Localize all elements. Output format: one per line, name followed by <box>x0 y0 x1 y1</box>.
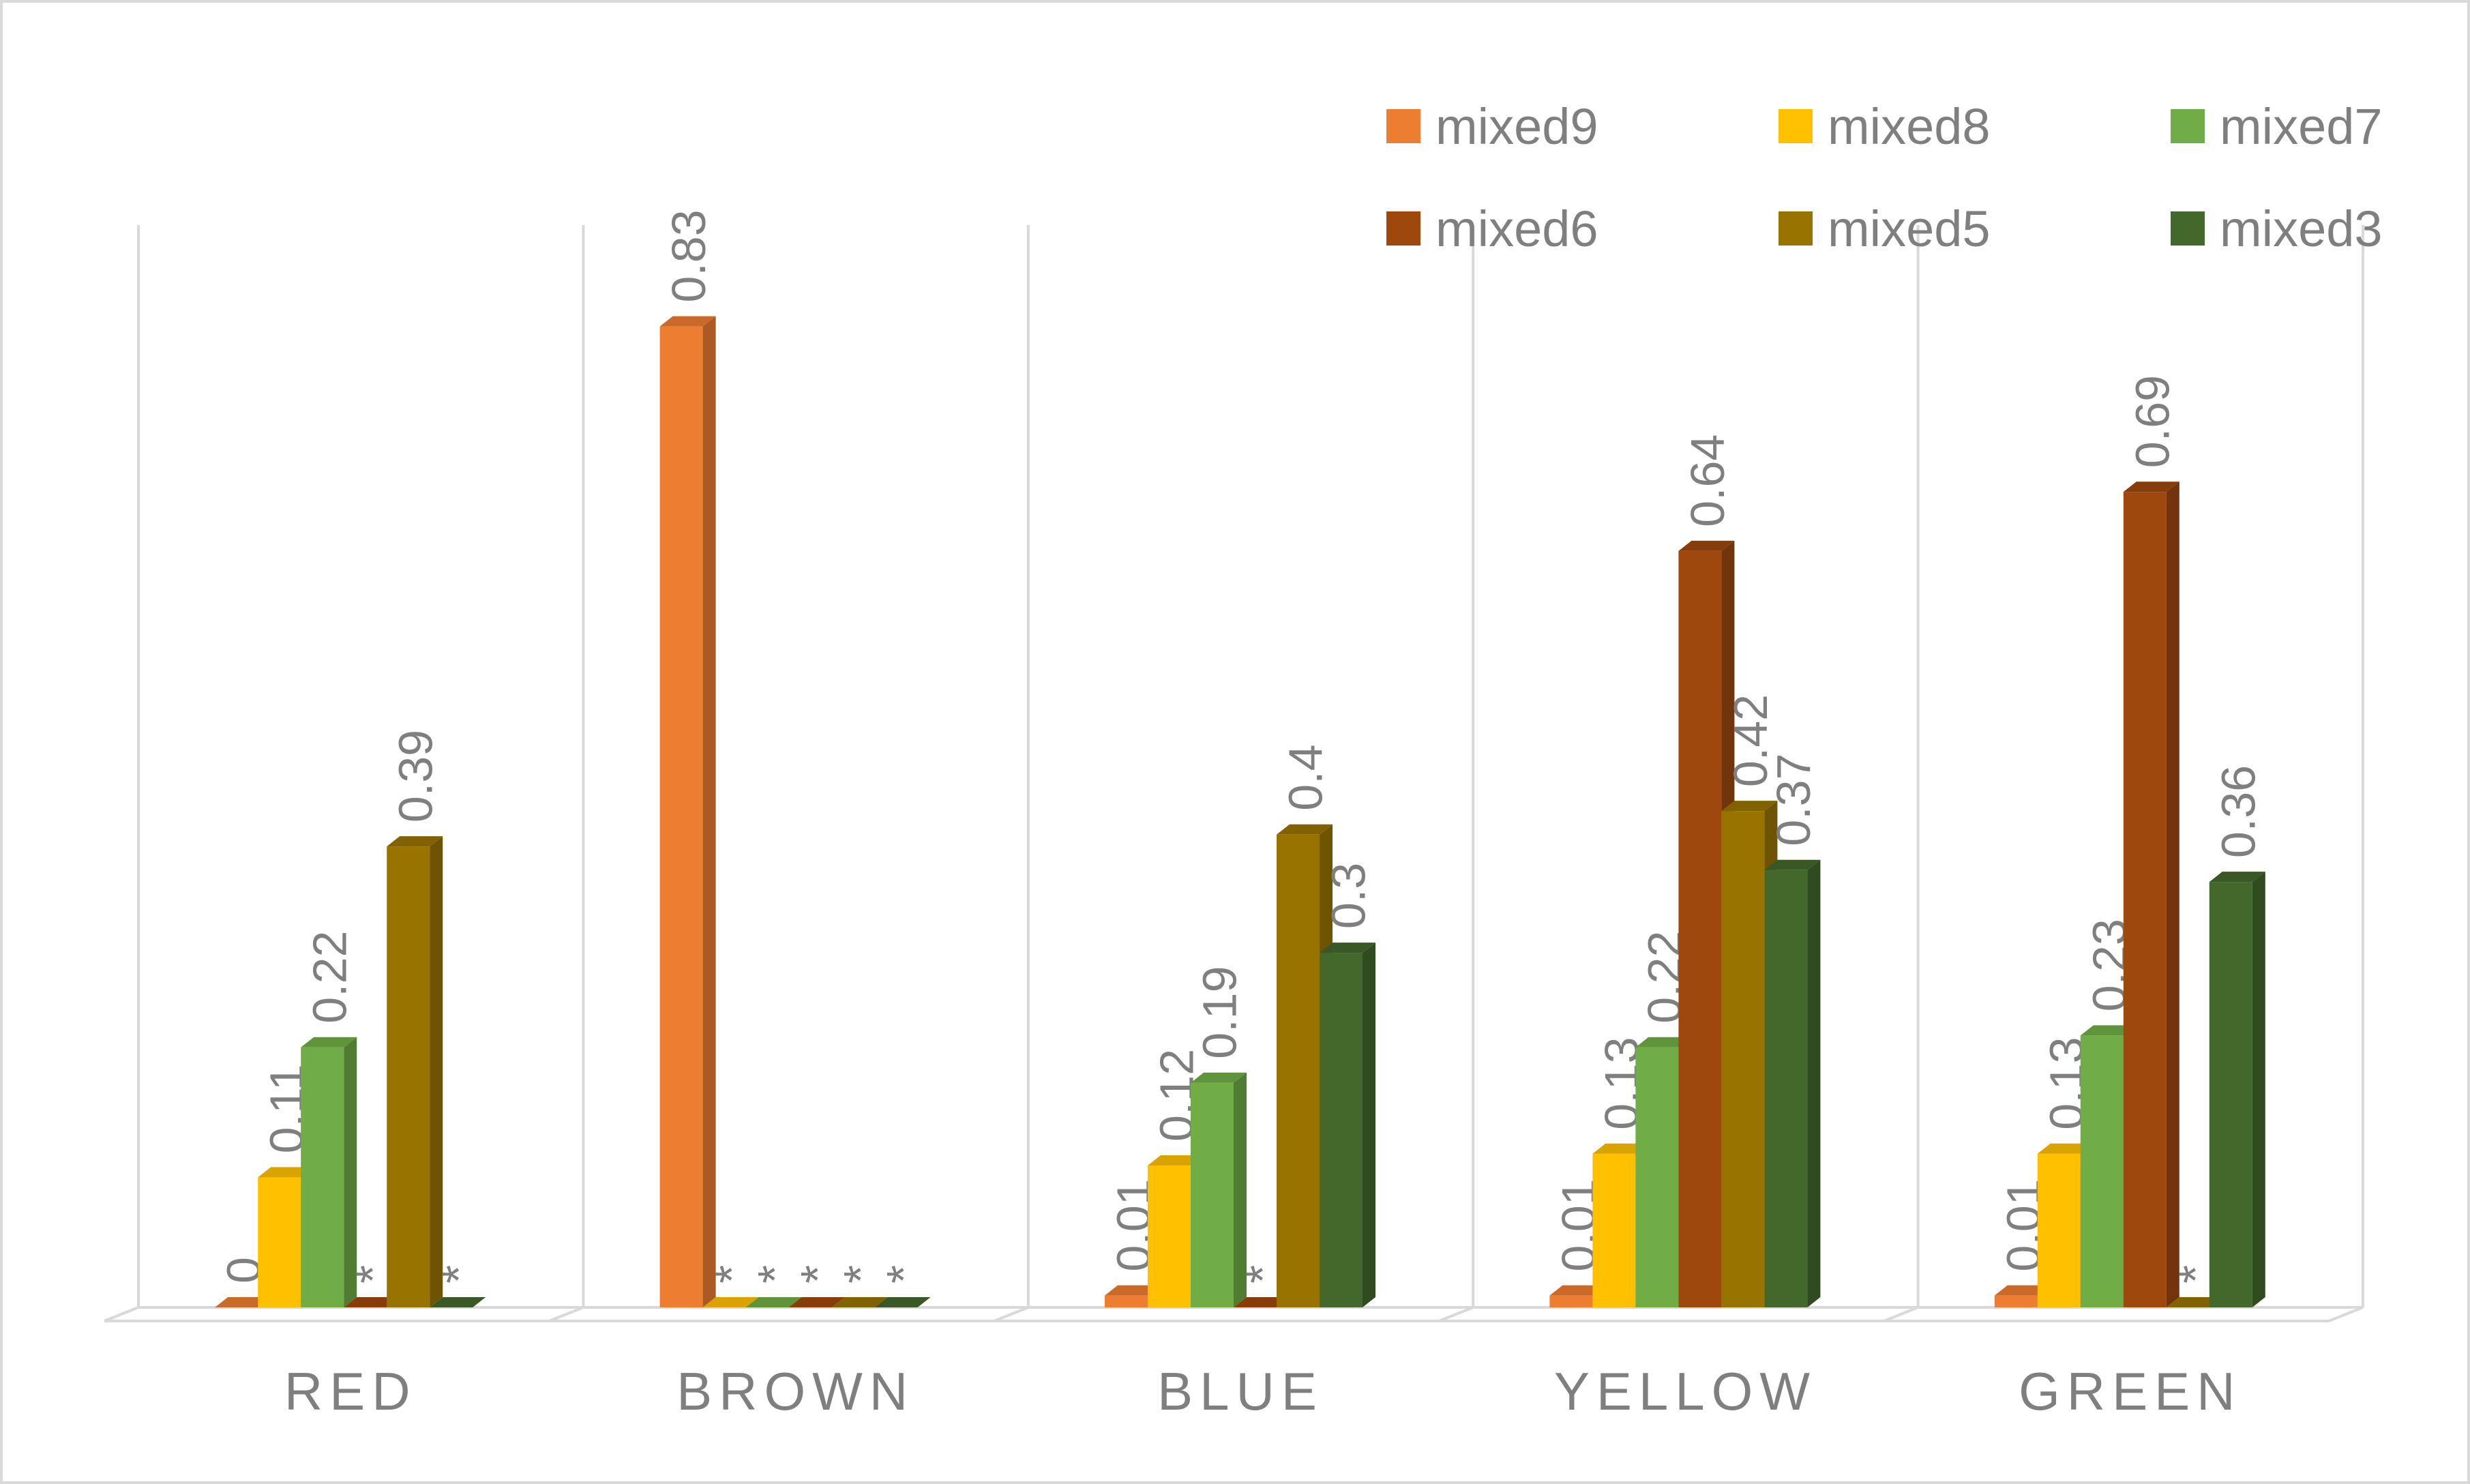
bar-top <box>1234 1297 1290 1307</box>
bar-top <box>301 1037 357 1048</box>
data-label: 0.22 <box>303 930 357 1023</box>
bar-top <box>1320 943 1375 953</box>
bar-top <box>1678 540 1735 551</box>
legend-swatch <box>1386 109 1420 143</box>
bar-top <box>1592 1143 1649 1154</box>
bar-top <box>1277 824 1333 835</box>
legend-label: mixed6 <box>1435 201 1598 257</box>
data-label: 0.64 <box>1681 434 1734 527</box>
x-tick-label: GREEN <box>2019 1361 2242 1421</box>
floor-line <box>2328 1306 2364 1322</box>
data-label: * <box>432 1265 486 1283</box>
legend-label: mixed3 <box>2220 201 2383 257</box>
legend-label: mixed9 <box>1435 98 1598 155</box>
data-label: 0.83 <box>662 209 715 302</box>
bar-front <box>258 1177 301 1307</box>
data-label: 0.37 <box>1767 754 1820 846</box>
bar-front <box>2123 492 2167 1307</box>
data-label: 0.69 <box>2126 375 2179 468</box>
data-label: * <box>705 1265 758 1283</box>
floor-line <box>548 1306 584 1322</box>
bar-front <box>2209 882 2252 1307</box>
bar-top <box>344 1297 400 1307</box>
floor-line <box>1883 1306 1919 1322</box>
legend-swatch <box>2171 109 2205 143</box>
bar-side <box>1363 943 1375 1307</box>
bar-top <box>1994 1285 2051 1296</box>
bar-front <box>1764 870 1808 1307</box>
data-label: 0.3 <box>1322 863 1375 929</box>
bar-top <box>215 1297 271 1307</box>
legend-swatch <box>1779 109 1813 143</box>
bar-top <box>387 836 443 847</box>
bar-front <box>1549 1295 1593 1307</box>
legend-label: mixed7 <box>2220 98 2383 155</box>
bar-top <box>1721 801 1778 812</box>
bar-front <box>1635 1047 1679 1307</box>
bar-top <box>1105 1285 1161 1296</box>
bar-front <box>2080 1035 2124 1307</box>
bar-top <box>258 1167 314 1178</box>
bar-top <box>874 1297 931 1307</box>
bar-top <box>1635 1037 1692 1048</box>
bar-top <box>2080 1025 2137 1036</box>
floor-line <box>1438 1306 1474 1322</box>
legend-label: mixed8 <box>1828 98 1991 155</box>
legend-swatch <box>1386 211 1420 246</box>
legend-swatch <box>1779 211 1813 246</box>
bar-top <box>1549 1285 1606 1296</box>
bar-top <box>659 316 716 327</box>
x-tick-label: YELLOW <box>1554 1361 1817 1421</box>
x-tick-label: BLUE <box>1157 1361 1324 1421</box>
bar-side <box>2166 481 2179 1307</box>
data-label: 0.19 <box>1193 966 1247 1058</box>
bar-side <box>702 316 716 1307</box>
bar-top <box>2037 1143 2094 1154</box>
bar-front <box>659 326 703 1307</box>
data-label: * <box>748 1265 801 1283</box>
bar-front <box>1191 1082 1234 1307</box>
bar-front <box>1277 834 1320 1307</box>
data-label: * <box>791 1265 844 1283</box>
bar-side <box>344 1037 357 1307</box>
bar-front <box>1148 1166 1191 1307</box>
bar-top <box>1191 1072 1247 1083</box>
bar-top <box>1148 1155 1204 1166</box>
bar-front <box>1105 1295 1148 1307</box>
legend-label: mixed5 <box>1828 201 1991 257</box>
bar-top <box>702 1297 759 1307</box>
bar-front <box>1678 550 1722 1307</box>
floor-line <box>104 1306 139 1322</box>
data-label: 0.36 <box>2212 765 2265 858</box>
x-tick-label: RED <box>284 1361 417 1421</box>
data-label: 0.4 <box>1279 744 1333 810</box>
bar-top <box>2166 1297 2222 1307</box>
bar-top <box>831 1297 888 1307</box>
bar-front <box>1994 1295 2038 1307</box>
floor-line <box>994 1306 1029 1322</box>
bar-side <box>1807 859 1821 1307</box>
bar-top <box>430 1297 486 1307</box>
data-label: 0.42 <box>1724 694 1777 787</box>
data-label: * <box>877 1265 930 1283</box>
bar-front <box>1592 1153 1636 1307</box>
bar-top <box>745 1297 802 1307</box>
bar-front <box>301 1047 344 1307</box>
bar-top <box>1764 859 1821 870</box>
data-label: * <box>834 1265 887 1283</box>
bar-front <box>387 846 430 1307</box>
bar-front <box>2037 1153 2081 1307</box>
data-label: 0.39 <box>389 730 443 822</box>
legend-swatch <box>2171 211 2205 246</box>
bar-side <box>430 836 443 1307</box>
bar-side <box>1234 1072 1247 1307</box>
x-tick-label: BROWN <box>676 1361 914 1421</box>
bar-front <box>1320 953 1363 1307</box>
bar-top <box>788 1297 845 1307</box>
bar-top <box>2123 481 2179 492</box>
bar-side <box>2252 872 2265 1307</box>
bar-top <box>2209 872 2265 882</box>
bar-front <box>1721 811 1765 1307</box>
